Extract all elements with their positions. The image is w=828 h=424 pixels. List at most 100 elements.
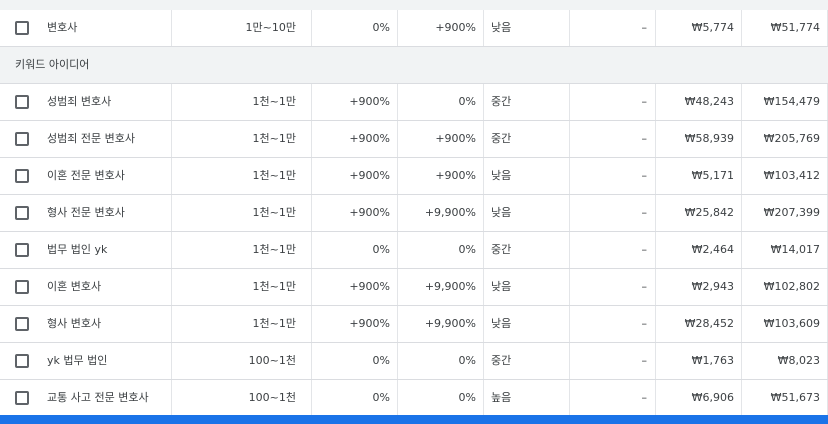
- ad-impression-share-cell: –: [641, 169, 648, 182]
- three-month-change-cell: 0%: [372, 391, 390, 404]
- row-checkbox[interactable]: [15, 243, 29, 257]
- yoy-change-cell: +9,900%: [424, 206, 476, 219]
- keyword-cell[interactable]: 형사 전문 변호사: [47, 206, 125, 219]
- avg-monthly-searches-cell: 1천~1만: [252, 95, 296, 108]
- competition-cell: 중간: [491, 132, 512, 145]
- top-of-page-bid-low-cell: ₩1,763: [691, 354, 734, 367]
- keyword-cell[interactable]: yk 법무 법인: [47, 354, 108, 367]
- three-month-change-cell: 0%: [372, 21, 390, 34]
- keyword-cell[interactable]: 이혼 변호사: [47, 280, 102, 293]
- top-of-page-bid-low-cell: ₩5,774: [691, 21, 734, 34]
- three-month-change-cell: +900%: [349, 280, 390, 293]
- keyword-cell[interactable]: 성범죄 전문 변호사: [47, 132, 135, 145]
- avg-monthly-searches-cell: 1천~1만: [252, 280, 296, 293]
- top-of-page-bid-high-cell: ₩14,017: [770, 243, 820, 256]
- ad-impression-share-cell: –: [641, 132, 648, 145]
- yoy-change-cell: 0%: [458, 354, 476, 367]
- keyword-cell[interactable]: 형사 변호사: [47, 317, 102, 330]
- top-of-page-bid-high-cell: ₩103,412: [763, 169, 820, 182]
- avg-monthly-searches-cell: 1천~1만: [252, 169, 296, 182]
- top-of-page-bid-high-cell: ₩51,774: [770, 21, 820, 34]
- keyword-cell[interactable]: 교통 사고 전문 변호사: [47, 391, 149, 404]
- competition-cell: 중간: [491, 95, 512, 108]
- top-of-page-bid-low-cell: ₩28,452: [684, 317, 734, 330]
- table-row[interactable]: 성범죄 변호사 1천~1만 +900% 0% 중간 – ₩48,243 ₩154…: [0, 84, 828, 121]
- ad-impression-share-cell: –: [641, 206, 648, 219]
- keyword-cell[interactable]: 법무 법인 yk: [47, 243, 108, 256]
- ad-impression-share-cell: –: [641, 391, 648, 404]
- ad-impression-share-cell: –: [641, 21, 648, 34]
- avg-monthly-searches-cell: 1만~10만: [245, 21, 296, 34]
- avg-monthly-searches-cell: 1천~1만: [252, 132, 296, 145]
- competition-cell: 낮음: [491, 21, 512, 34]
- keyword-cell[interactable]: 이혼 전문 변호사: [47, 169, 125, 182]
- top-of-page-bid-low-cell: ₩6,906: [691, 391, 734, 404]
- ad-impression-share-cell: –: [641, 354, 648, 367]
- row-checkbox[interactable]: [15, 206, 29, 220]
- competition-cell: 낮음: [491, 169, 512, 182]
- ad-impression-share-cell: –: [641, 280, 648, 293]
- table-row[interactable]: 교통 사고 전문 변호사 100~1천 0% 0% 높음 – ₩6,906 ₩5…: [0, 380, 828, 417]
- competition-cell: 낮음: [491, 206, 512, 219]
- table-row[interactable]: 이혼 변호사 1천~1만 +900% +9,900% 낮음 – ₩2,943 ₩…: [0, 269, 828, 306]
- table-row[interactable]: 형사 전문 변호사 1천~1만 +900% +9,900% 낮음 – ₩25,8…: [0, 195, 828, 232]
- top-of-page-bid-high-cell: ₩205,769: [763, 132, 820, 145]
- top-of-page-bid-high-cell: ₩51,673: [770, 391, 820, 404]
- row-checkbox[interactable]: [15, 95, 29, 109]
- row-checkbox[interactable]: [15, 391, 29, 405]
- table-row[interactable]: 변호사 1만~10만 0% +900% 낮음 – ₩5,774 ₩51,774: [0, 10, 828, 47]
- avg-monthly-searches-cell: 1천~1만: [252, 206, 296, 219]
- three-month-change-cell: 0%: [372, 354, 390, 367]
- keyword-cell[interactable]: 변호사: [47, 21, 78, 34]
- avg-monthly-searches-cell: 1천~1만: [252, 243, 296, 256]
- top-of-page-bid-low-cell: ₩58,939: [684, 132, 734, 145]
- table-row[interactable]: 법무 법인 yk 1천~1만 0% 0% 중간 – ₩2,464 ₩14,017: [0, 232, 828, 269]
- ad-impression-share-cell: –: [641, 243, 648, 256]
- three-month-change-cell: +900%: [349, 206, 390, 219]
- competition-cell: 낮음: [491, 317, 512, 330]
- bottom-accent-bar: [0, 415, 828, 424]
- row-checkbox[interactable]: [15, 169, 29, 183]
- avg-monthly-searches-cell: 100~1천: [248, 391, 296, 404]
- avg-monthly-searches-cell: 100~1천: [248, 354, 296, 367]
- yoy-change-cell: 0%: [458, 95, 476, 108]
- top-of-page-bid-low-cell: ₩2,464: [691, 243, 734, 256]
- table-row[interactable]: yk 법무 법인 100~1천 0% 0% 중간 – ₩1,763 ₩8,023: [0, 343, 828, 380]
- keyword-ideas-table: 변호사 1만~10만 0% +900% 낮음 – ₩5,774 ₩51,774 …: [0, 10, 828, 417]
- keyword-cell[interactable]: 성범죄 변호사: [47, 95, 112, 108]
- ad-impression-share-cell: –: [641, 95, 648, 108]
- competition-cell: 중간: [491, 243, 512, 256]
- yoy-change-cell: +900%: [435, 169, 476, 182]
- three-month-change-cell: +900%: [349, 95, 390, 108]
- three-month-change-cell: +900%: [349, 132, 390, 145]
- three-month-change-cell: 0%: [372, 243, 390, 256]
- table-row[interactable]: 성범죄 전문 변호사 1천~1만 +900% +900% 중간 – ₩58,93…: [0, 121, 828, 158]
- three-month-change-cell: +900%: [349, 169, 390, 182]
- yoy-change-cell: 0%: [458, 391, 476, 404]
- row-checkbox[interactable]: [15, 280, 29, 294]
- keyword-rows: 성범죄 변호사 1천~1만 +900% 0% 중간 – ₩48,243 ₩154…: [0, 84, 828, 417]
- competition-cell: 중간: [491, 354, 512, 367]
- row-checkbox[interactable]: [15, 132, 29, 146]
- top-of-page-bid-high-cell: ₩103,609: [763, 317, 820, 330]
- yoy-change-cell: +900%: [435, 132, 476, 145]
- top-of-page-bid-low-cell: ₩5,171: [691, 169, 734, 182]
- top-of-page-bid-high-cell: ₩102,802: [763, 280, 820, 293]
- yoy-change-cell: +9,900%: [424, 280, 476, 293]
- yoy-change-cell: +9,900%: [424, 317, 476, 330]
- top-of-page-bid-high-cell: ₩207,399: [763, 206, 820, 219]
- three-month-change-cell: +900%: [349, 317, 390, 330]
- competition-cell: 낮음: [491, 280, 512, 293]
- top-of-page-bid-high-cell: ₩154,479: [763, 95, 820, 108]
- table-row[interactable]: 이혼 전문 변호사 1천~1만 +900% +900% 낮음 – ₩5,171 …: [0, 158, 828, 195]
- avg-monthly-searches-cell: 1천~1만: [252, 317, 296, 330]
- row-checkbox[interactable]: [15, 354, 29, 368]
- row-checkbox[interactable]: [15, 21, 29, 35]
- top-of-page-bid-low-cell: ₩2,943: [691, 280, 734, 293]
- row-checkbox[interactable]: [15, 317, 29, 331]
- yoy-change-cell: +900%: [435, 21, 476, 34]
- section-header-keyword-ideas: 키워드 아이디어: [0, 47, 828, 84]
- top-of-page-bid-low-cell: ₩48,243: [684, 95, 734, 108]
- top-of-page-bid-low-cell: ₩25,842: [684, 206, 734, 219]
- table-row[interactable]: 형사 변호사 1천~1만 +900% +9,900% 낮음 – ₩28,452 …: [0, 306, 828, 343]
